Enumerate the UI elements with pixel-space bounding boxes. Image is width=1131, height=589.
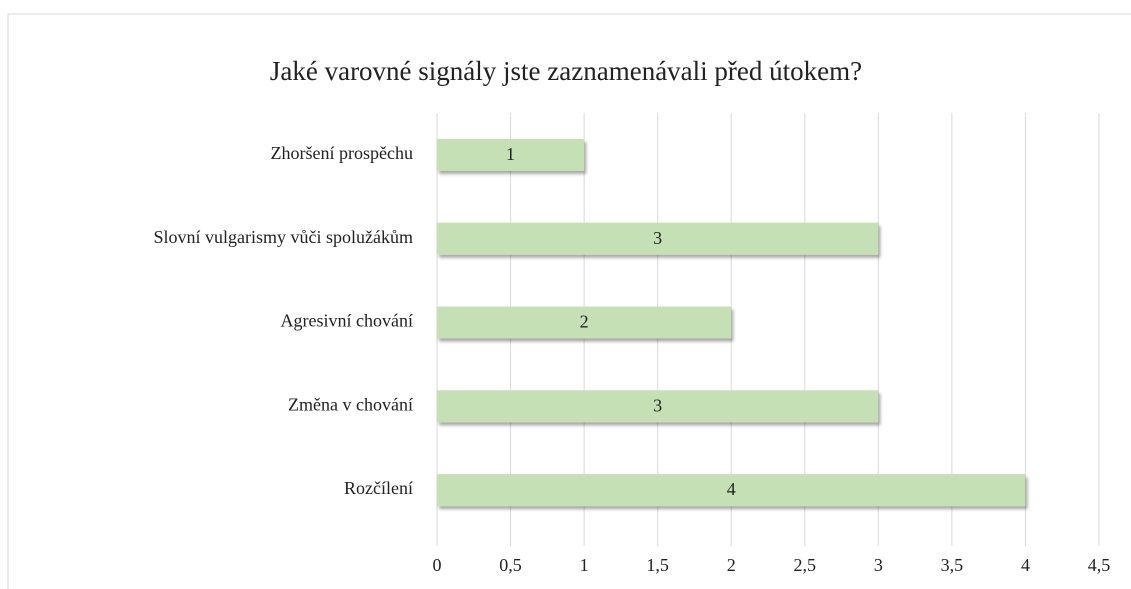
x-tick-label: 4,5 bbox=[1088, 555, 1111, 575]
bar bbox=[437, 306, 732, 339]
y-tick-label: Agresivní chování bbox=[281, 311, 413, 331]
data-label: 3 bbox=[653, 228, 662, 248]
bar bbox=[437, 138, 585, 171]
bar bbox=[437, 222, 879, 255]
data-label: 4 bbox=[727, 479, 736, 499]
x-tick-label: 1 bbox=[580, 555, 589, 575]
x-tick-label: 4 bbox=[1021, 555, 1030, 575]
x-tick-label: 1,5 bbox=[646, 555, 669, 575]
y-tick-label: Zhoršení prospěchu bbox=[271, 143, 413, 163]
y-tick-label: Rozčílení bbox=[344, 478, 413, 498]
x-tick-label: 3 bbox=[874, 555, 883, 575]
x-tick-label: 0,5 bbox=[499, 555, 522, 575]
bar bbox=[437, 474, 1026, 507]
x-tick-label: 2 bbox=[727, 555, 736, 575]
y-tick-label: Slovní vulgarismy vůči spolužákům bbox=[154, 227, 413, 247]
data-label: 3 bbox=[653, 395, 662, 415]
chart-border bbox=[7, 13, 1131, 589]
x-tick-label: 2,5 bbox=[794, 555, 817, 575]
chart-title: Jaké varovné signály jste zaznamenávali … bbox=[270, 56, 862, 86]
y-tick-label: Změna v chování bbox=[288, 394, 413, 414]
data-label: 1 bbox=[506, 144, 515, 164]
bar bbox=[437, 390, 879, 423]
x-tick-label: 0 bbox=[433, 555, 442, 575]
x-tick-label: 3,5 bbox=[941, 555, 964, 575]
data-label: 2 bbox=[580, 312, 589, 332]
